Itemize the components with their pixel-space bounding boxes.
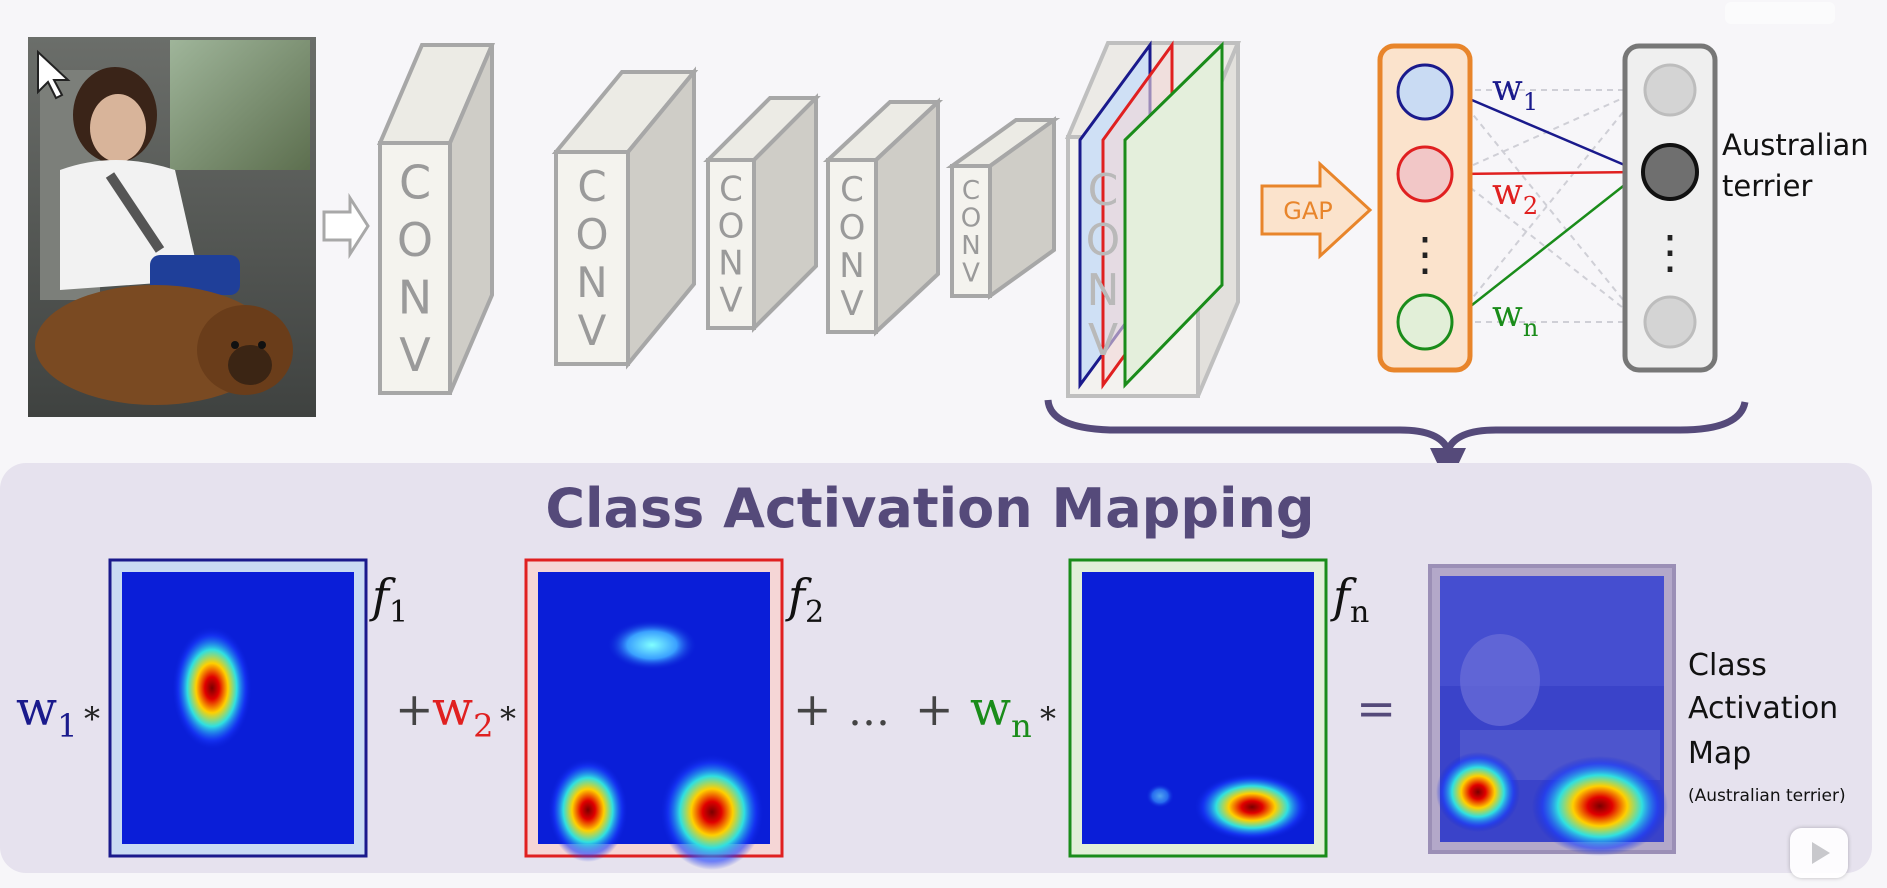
output-node-top: [1643, 63, 1697, 117]
multiply-sign: *: [500, 700, 516, 738]
conv-letter: V: [578, 306, 607, 355]
conv-letter: N: [398, 270, 432, 324]
feature-label-2: f2: [785, 569, 824, 630]
output-layer: ⋮: [1622, 43, 1718, 373]
result-label-line2: Activation: [1688, 691, 1838, 726]
conv-letter: N: [718, 244, 743, 284]
gap-node-n: [1396, 293, 1454, 351]
conv-letter: C: [719, 170, 743, 210]
input-arrow-icon: [322, 192, 370, 260]
output-ellipsis: ⋮: [1647, 225, 1693, 279]
output-node-class: [1641, 143, 1699, 201]
feature-map-n: [1123, 41, 1224, 389]
plus-sign: +: [915, 682, 954, 736]
cam-panel: [0, 463, 1872, 873]
term-weight-2: w2: [432, 681, 493, 745]
weight-label-n: wn: [1492, 294, 1538, 342]
cursor-icon: [37, 49, 71, 100]
plus-sign: +: [395, 682, 434, 736]
last-conv-block: C O N V: [1064, 40, 1242, 398]
gap-layer: ⋮: [1377, 43, 1473, 373]
term-n: wn * fn: [970, 558, 1369, 858]
output-class-label-line2: terrier: [1722, 169, 1812, 203]
conv-letter: C: [1088, 165, 1119, 216]
input-photo: [28, 37, 316, 417]
conv-letter: V: [1088, 315, 1118, 366]
gap-node-2: [1396, 145, 1454, 203]
class-activation-map: [1428, 564, 1676, 856]
term-2: w2 * f2: [432, 558, 824, 870]
conv-letter: C: [840, 170, 864, 210]
conv-letter: N: [839, 246, 864, 286]
conv-letter: O: [1086, 215, 1121, 266]
feature-label-n: fn: [1330, 569, 1369, 630]
conv-letter: O: [961, 204, 981, 234]
output-class-label-line1: Australian: [1722, 128, 1869, 162]
term-weight-1: w1: [16, 681, 77, 745]
conv-letter: O: [718, 207, 745, 247]
result-label-note: (Australian terrier): [1688, 786, 1846, 806]
conv-letter: N: [961, 231, 980, 261]
gap-arrow: GAP: [1260, 160, 1373, 260]
conv-letter: C: [577, 162, 606, 211]
weight-label-2: w2: [1492, 172, 1538, 220]
conv-letter: O: [839, 208, 866, 248]
conv-letter: C: [399, 155, 431, 209]
plus-sign: +: [793, 682, 832, 736]
conv-letter: V: [840, 284, 863, 324]
conv-letter: O: [575, 210, 608, 259]
conv-letter: V: [719, 281, 742, 321]
weight-label-1: w1: [1492, 68, 1538, 116]
equals-sign: =: [1356, 681, 1396, 737]
gap-label: GAP: [1283, 197, 1333, 225]
conv-letter: V: [399, 328, 431, 382]
term-1: w1 * f1: [16, 558, 408, 858]
gap-node-1: [1396, 63, 1454, 121]
play-icon[interactable]: [1790, 828, 1848, 878]
conv-letter: N: [1087, 265, 1120, 316]
conv-letter: V: [962, 259, 980, 289]
multiply-sign: *: [1040, 700, 1056, 738]
watermark-logo: [1725, 2, 1835, 24]
term-weight-n: wn: [970, 681, 1032, 745]
fc-connections: [1452, 89, 1642, 323]
conv-letter: C: [962, 176, 980, 206]
ellipsis-sign: …: [848, 686, 890, 735]
conv-letter: O: [397, 213, 433, 267]
gap-ellipsis: ⋮: [1402, 227, 1448, 281]
cam-title: Class Activation Mapping: [545, 477, 1314, 540]
result-label-line1: Class: [1688, 648, 1767, 683]
multiply-sign: *: [84, 700, 100, 738]
output-node-bottom: [1643, 295, 1697, 349]
result-label-line3: Map: [1688, 736, 1751, 771]
conv-letter: N: [576, 258, 607, 307]
